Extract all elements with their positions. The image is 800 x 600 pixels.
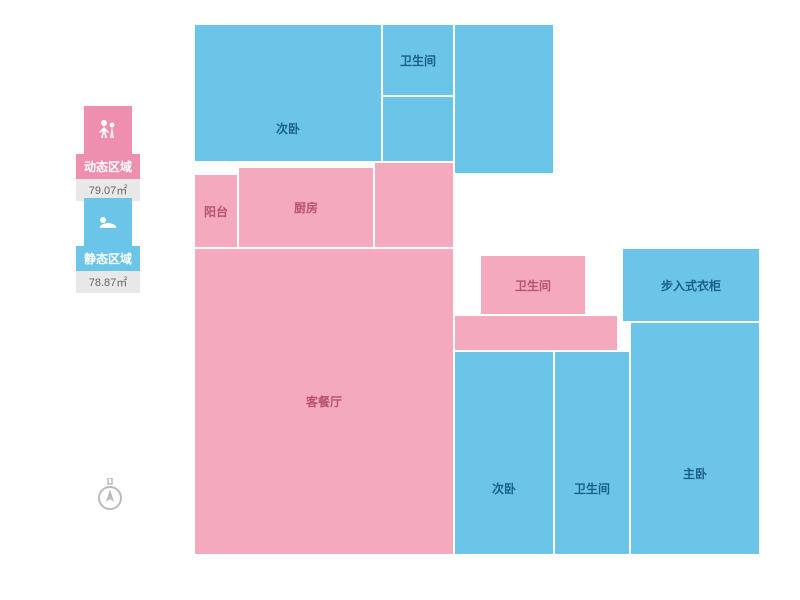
legend-static-area: 78.87㎡ <box>76 271 140 293</box>
room-粉走廊 <box>454 315 618 351</box>
floorplan-canvas: 动态区域 79.07㎡ 静态区域 78.87㎡ 次卧卫生间阳台厨房客餐厅卫生间步… <box>0 0 800 600</box>
room-右上块 <box>454 24 554 174</box>
room-主卧: 主卧 <box>630 322 760 555</box>
room-卫生间-上: 卫生间 <box>382 24 454 96</box>
room-走廊-上 <box>382 96 454 162</box>
people-glyph-icon <box>94 116 122 144</box>
room-阳台: 阳台 <box>194 174 238 248</box>
room-卫生间-中: 卫生间 <box>480 255 586 315</box>
room-厨房: 厨房 <box>238 167 374 248</box>
compass-icon <box>96 478 124 519</box>
room-白隔断1 <box>454 174 594 248</box>
legend-dynamic-label: 动态区域 <box>76 154 140 179</box>
room-粉过渡 <box>374 162 454 248</box>
room-次卧-下: 次卧 <box>454 351 554 555</box>
people-icon <box>84 106 132 154</box>
room-客餐厅: 客餐厅 <box>194 248 454 555</box>
legend-static: 静态区域 78.87㎡ <box>76 198 140 293</box>
room-label: 次卧 <box>492 480 516 497</box>
room-label: 阳台 <box>204 203 228 220</box>
room-label: 客餐厅 <box>306 393 342 410</box>
room-卫生间-下: 卫生间 <box>554 351 630 555</box>
room-白隔断2 <box>586 248 616 308</box>
room-label: 卫生间 <box>400 52 436 69</box>
room-次卧: 次卧 <box>194 24 382 162</box>
rest-icon <box>84 198 132 246</box>
room-label: 卫生间 <box>515 277 551 294</box>
room-label: 主卧 <box>683 465 707 482</box>
room-label: 次卧 <box>276 120 300 137</box>
room-label: 厨房 <box>294 199 318 216</box>
legend-static-label: 静态区域 <box>76 246 140 271</box>
rest-glyph-icon <box>94 208 122 236</box>
room-label: 卫生间 <box>574 480 610 497</box>
room-步入式衣柜: 步入式衣柜 <box>622 248 760 322</box>
legend-dynamic: 动态区域 79.07㎡ <box>76 106 140 201</box>
room-label: 步入式衣柜 <box>661 277 721 294</box>
